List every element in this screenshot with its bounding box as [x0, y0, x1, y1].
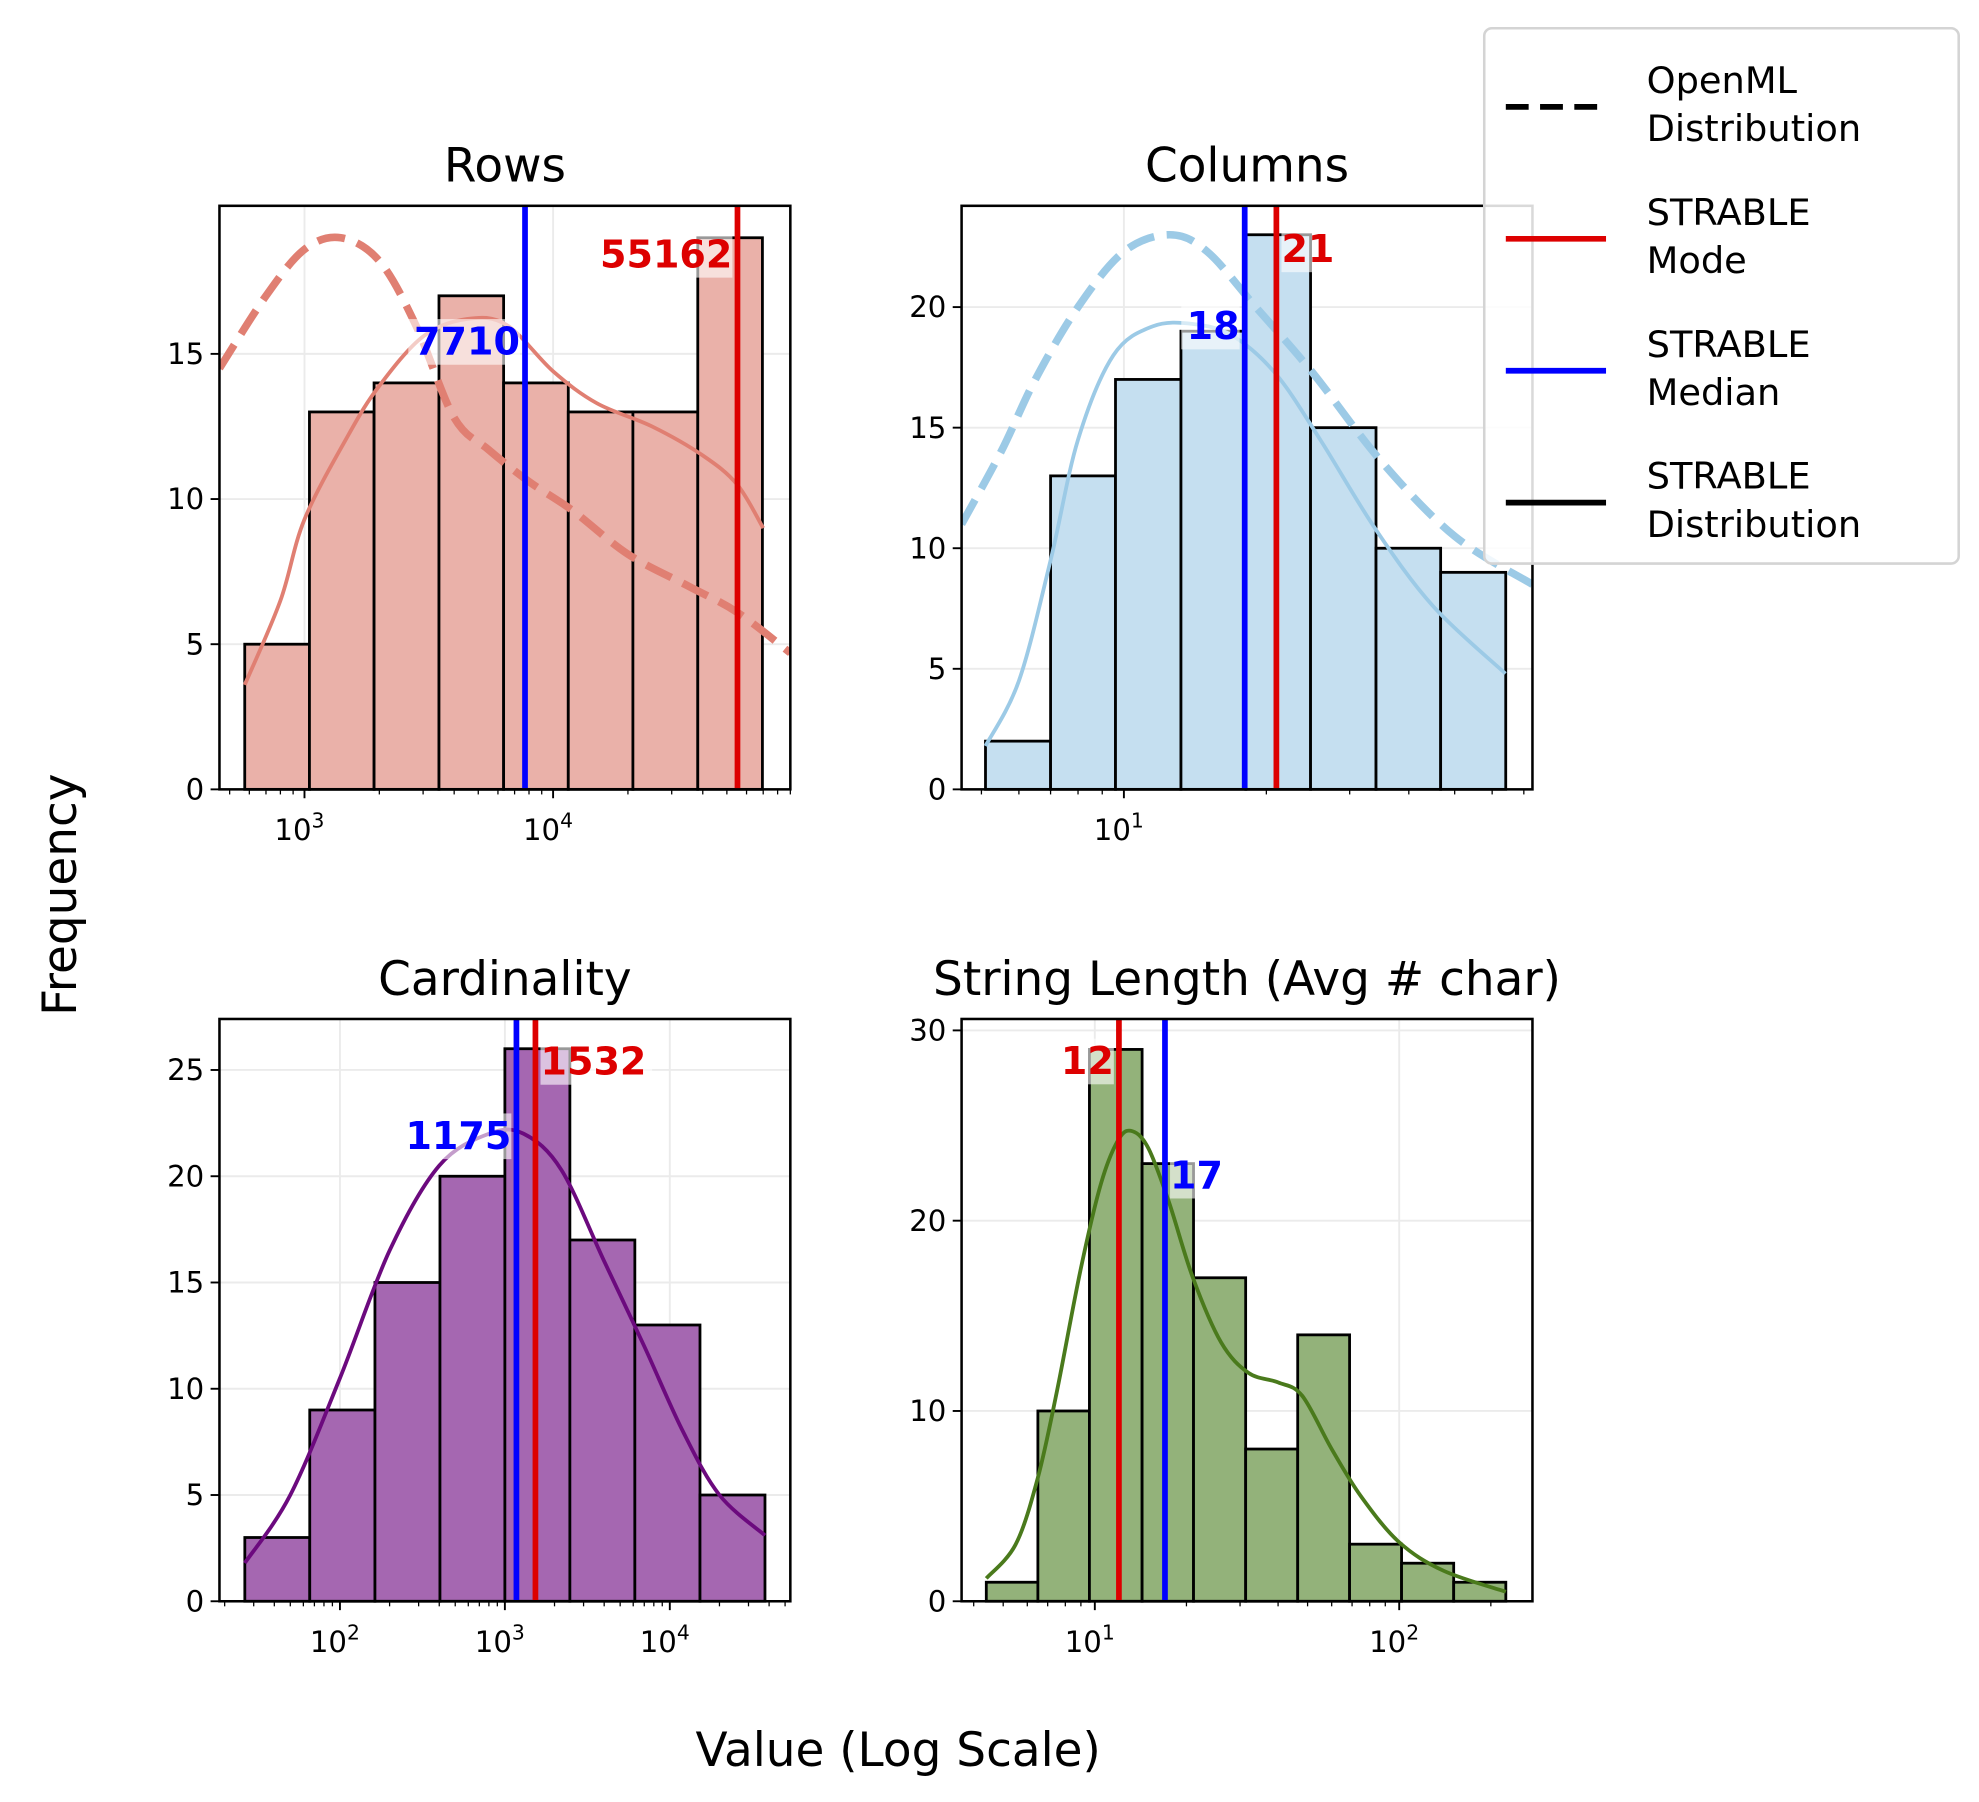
y-tick-label: 20	[909, 290, 946, 324]
y-tick-label: 15	[167, 1266, 204, 1300]
histogram-bar	[308, 410, 376, 791]
subplot-title: Cardinality	[378, 952, 632, 1007]
y-tick-label: 10	[909, 531, 946, 565]
histogram-bar	[1439, 570, 1508, 791]
histogram-bar	[631, 410, 700, 791]
x-tick-label: 103	[475, 1620, 525, 1659]
mode-label-background	[1055, 1038, 1114, 1085]
histogram-bar	[566, 410, 635, 791]
legend-label-line2: Median	[1647, 371, 1781, 414]
subplot-title: String Length (Avg # char)	[933, 952, 1561, 1007]
histogram-bar	[437, 294, 506, 791]
x-tick-label: 102	[310, 1620, 360, 1659]
median-label-background	[408, 319, 520, 365]
y-tick-label: 15	[909, 411, 946, 445]
legend-label-line2: Distribution	[1647, 107, 1862, 150]
openml-distribution-line	[961, 230, 1533, 588]
y-tick-label: 0	[928, 1584, 947, 1618]
y-axis-label: Frequency	[33, 773, 88, 1015]
median-label-background	[399, 1113, 512, 1160]
legend-label-line1: STRABLE	[1647, 323, 1811, 366]
y-tick-label: 0	[928, 773, 947, 807]
y-tick-label: 5	[186, 627, 205, 661]
x-tick-label: 102	[1369, 1620, 1419, 1659]
histogram-bar	[698, 1493, 767, 1603]
x-tick-label: 103	[274, 808, 324, 847]
histogram-bar	[984, 739, 1052, 791]
histogram-bar	[1244, 1447, 1300, 1603]
y-tick-label: 0	[186, 1584, 205, 1618]
histogram-bar	[984, 1580, 1040, 1603]
x-tick-label: 104	[640, 1620, 690, 1659]
median-label: 17	[1170, 1153, 1223, 1197]
y-tick-label: 5	[928, 652, 947, 686]
y-tick-label: 15	[167, 337, 204, 371]
y-tick-label: 20	[167, 1159, 204, 1193]
mode-label-background	[540, 1039, 653, 1085]
median-label-background	[1181, 303, 1240, 350]
median-label: 7710	[414, 320, 520, 364]
x-tick-label: 101	[1065, 1620, 1115, 1659]
mode-label-background	[1281, 226, 1340, 273]
legend-label-line1: STRABLE	[1647, 455, 1811, 498]
median-label: 1175	[405, 1114, 511, 1158]
histogram-bar	[1309, 426, 1378, 791]
axes-frame	[218, 204, 792, 791]
histogram-bar	[438, 1174, 507, 1603]
subplot-columns: 18 21 0 5 10 15 20 101 Columns	[909, 139, 1534, 847]
axes-frame	[960, 1017, 1534, 1603]
subplot-title: Rows	[444, 139, 566, 194]
x-tick-label: 101	[1094, 808, 1144, 847]
histogram-bar	[372, 381, 441, 791]
strable-distribution-line	[984, 1128, 1507, 1594]
mode-label: 1532	[541, 1040, 647, 1084]
strable-distribution-line	[243, 1127, 767, 1565]
y-tick-label: 20	[909, 1204, 946, 1238]
legend-label-line2: Mode	[1647, 239, 1747, 282]
y-tick-label: 10	[167, 482, 204, 516]
histogram-bar	[1348, 1542, 1403, 1603]
subplot-rows: 7710 55162 0 5 10 15 103 104 Rows	[167, 139, 792, 847]
histogram-bar	[308, 1408, 377, 1603]
mode-label: 21	[1281, 227, 1334, 271]
histogram-bar	[1036, 1409, 1091, 1603]
median-label: 18	[1187, 304, 1240, 348]
histogram-bar	[1400, 1561, 1456, 1603]
y-tick-label: 10	[167, 1372, 204, 1406]
histogram-bar	[373, 1281, 442, 1603]
legend-label-line2: Distribution	[1647, 503, 1862, 546]
histogram-bar	[1192, 1276, 1248, 1603]
y-tick-label: 0	[186, 773, 205, 807]
openml-distribution-line	[219, 233, 791, 656]
histogram-bar	[568, 1238, 637, 1603]
histogram-bar	[696, 236, 764, 791]
y-tick-label: 30	[909, 1014, 946, 1048]
legend-label-line1: OpenML	[1647, 59, 1798, 102]
median-label-background	[1170, 1152, 1229, 1199]
strable-distribution-line	[242, 315, 765, 686]
x-tick-label: 104	[523, 808, 573, 847]
mode-label: 55162	[600, 232, 732, 276]
histogram-bar	[502, 381, 570, 791]
subplot-cardinality: 1175 1532 0 5 10 15 20 25 102 103 104 Cardinality	[167, 952, 792, 1659]
histogram-bar	[1179, 329, 1248, 791]
legend-label-line1: STRABLE	[1647, 191, 1811, 234]
y-tick-label: 10	[909, 1394, 946, 1428]
mode-label: 12	[1061, 1039, 1114, 1083]
legend: OpenML Distribution STRABLE Mode STRABLE Medi…	[1482, 26, 1960, 565]
x-axis-label: Value (Log Scale)	[695, 1723, 1100, 1778]
histogram-bar	[1114, 378, 1183, 791]
y-tick-label: 5	[186, 1478, 205, 1512]
histogram-bar	[633, 1323, 702, 1603]
subplot-string-length-avg-char: 17 12 0 10 20 30 101 102 String Length (Avg # ch…	[909, 952, 1561, 1659]
mode-label-background	[594, 231, 733, 278]
subplot-title: Columns	[1145, 139, 1349, 194]
histogram-bar	[1049, 474, 1117, 791]
histogram-bar	[1374, 546, 1443, 791]
legend-frame	[1482, 26, 1960, 565]
y-tick-label: 25	[167, 1053, 204, 1087]
